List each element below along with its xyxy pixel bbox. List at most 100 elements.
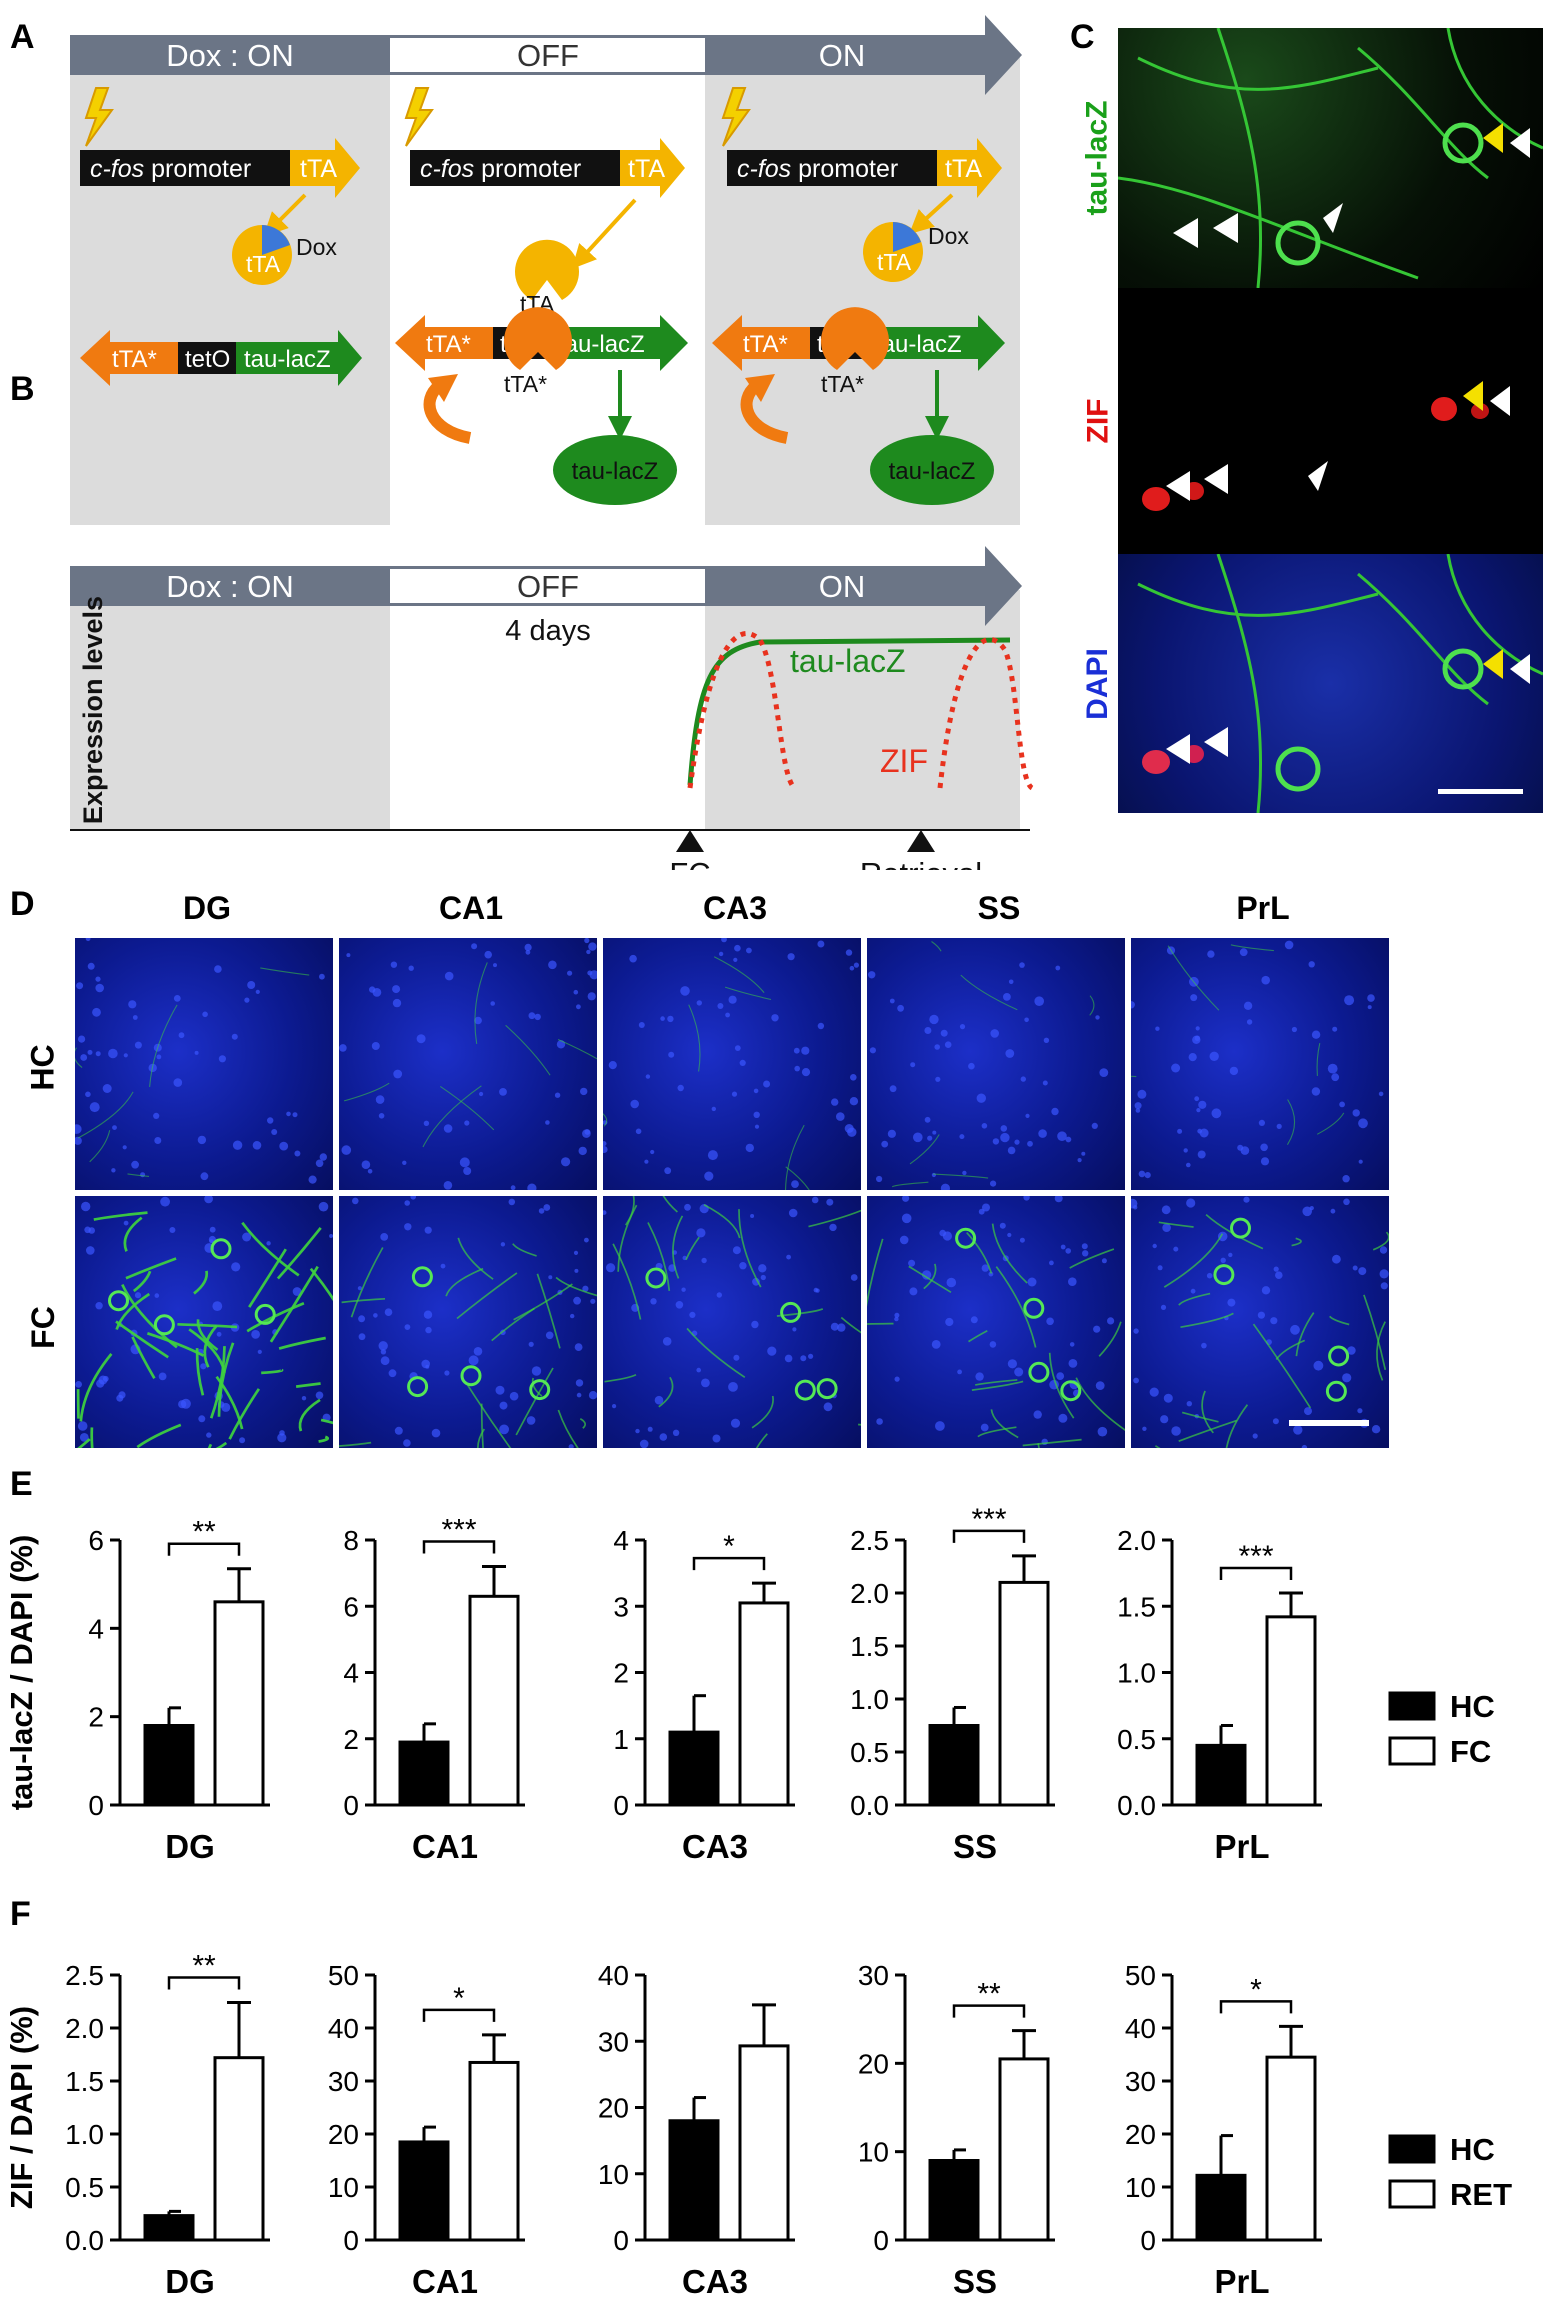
significance-bracket [952, 2004, 1026, 2018]
x-axis-label: CA3 [682, 1828, 748, 1865]
significance-stars: *** [441, 1514, 476, 1547]
chart-f-ca1: 0 10 20 30 40 50 * CA1 [328, 1960, 525, 2300]
y-tick-label: 20 [858, 2048, 889, 2079]
y-tick-label: 1.0 [850, 1684, 889, 1715]
bar-fc [1265, 1615, 1317, 1807]
bar-ret [998, 2057, 1050, 2242]
y-tick-label: 0 [873, 2225, 889, 2256]
fc-marker [676, 830, 704, 852]
y-tick-label: 1.5 [1117, 1591, 1156, 1622]
significance-stars: *** [1238, 1540, 1273, 1573]
y-tick-label: 30 [598, 2026, 629, 2057]
y-axis-label: ZIF / DAPI (%) [4, 2006, 39, 2209]
x-axis-label: DG [165, 1828, 215, 1865]
legend-label-hc: HC [1450, 1689, 1495, 1724]
svg-text:tTA: tTA [246, 251, 281, 277]
svg-text:tau-lacZ: tau-lacZ [572, 458, 659, 485]
svg-text:tTA: tTA [877, 249, 912, 275]
retrieval-label: Retrieval [860, 856, 982, 870]
y-tick-label: 2 [613, 1658, 629, 1689]
svg-text:tTA: tTA [945, 155, 982, 183]
bar-hc [668, 1730, 720, 1807]
region-headers: DG CA1 CA3 SS PrL [75, 890, 1395, 930]
region-header-prl: PrL [1236, 890, 1290, 926]
taulacz-image [1118, 28, 1543, 288]
phase-label-dox-on: Dox : ON [166, 38, 293, 73]
micrograph-fc-ss [867, 1196, 1125, 1448]
y-tick-label: 0 [343, 1790, 359, 1821]
significance-bracket [422, 2008, 496, 2022]
panel-label-f: F [10, 1895, 31, 1933]
micrograph-fc-ca1 [339, 1196, 597, 1448]
y-tick-label: 0.5 [1117, 1724, 1156, 1755]
y-tick-label: 2.5 [850, 1525, 889, 1556]
phase-label-off: OFF [517, 569, 579, 604]
dapi-image [1118, 554, 1543, 813]
y-tick-label: 2.0 [1117, 1525, 1156, 1556]
svg-text:tTA*: tTA* [743, 331, 788, 358]
y-tick-label: 6 [88, 1525, 104, 1556]
svg-text:Dox: Dox [928, 223, 969, 249]
x-axis-label: CA3 [682, 2263, 748, 2300]
y-tick-label: 1.0 [65, 2119, 104, 2150]
y-tick-label: 4 [88, 1613, 104, 1644]
dox-icon [262, 225, 290, 255]
micrograph-fc-dg [75, 1196, 333, 1448]
panel-a-diagram: Dox : ON OFF ON c-fos promoter tTA tTA D… [70, 15, 1022, 525]
bar-fc [468, 1594, 520, 1807]
scale-bar [1289, 1420, 1369, 1426]
micrograph-hc-ca1 [339, 938, 597, 1190]
legend-f: HC RET [1388, 2132, 1512, 2212]
significance-bracket [692, 1556, 766, 1571]
y-tick-label: 4 [613, 1525, 629, 1556]
y-tick-label: 3 [613, 1591, 629, 1622]
bar-hc [398, 1740, 450, 1807]
bar-hc [143, 1724, 195, 1807]
significance-stars: * [453, 1982, 465, 2015]
svg-text:tetO: tetO [185, 346, 230, 373]
significance-stars: ** [192, 1516, 216, 1549]
y-tick-label: 1.5 [850, 1631, 889, 1662]
chart-e-dg: 0 2 4 6 ** DG tau-lacZ / DAPI (%) [4, 1516, 270, 1865]
x-axis-label: PrL [1214, 1828, 1269, 1865]
phase-label-dox-on: Dox : ON [166, 569, 293, 604]
y-tick-label: 10 [328, 2172, 359, 2203]
lightning-icon [84, 87, 114, 147]
zif-curve-2 [937, 637, 1034, 791]
y-tick-label: 2.0 [850, 1578, 889, 1609]
y-tick-label: 0.5 [850, 1737, 889, 1768]
significance-bracket [1219, 1566, 1293, 1580]
bar-ret [1265, 2055, 1317, 2242]
legend-label-hc: HC [1450, 2132, 1495, 2167]
y-tick-label: 40 [598, 1960, 629, 1991]
row-label-fc: FC [24, 1306, 61, 1349]
phase-label-off: OFF [517, 38, 579, 73]
chart-e-ca3: 0 1 2 3 4 * CA3 [613, 1525, 795, 1865]
y-axis-label: tau-lacZ / DAPI (%) [4, 1535, 39, 1811]
chart-f-dg: 0.0 0.5 1.0 1.5 2.0 2.5 ** DG ZIF / DAPI (%) [4, 1950, 270, 2300]
svg-text:tTA*: tTA* [426, 331, 471, 358]
y-tick-label: 2.0 [65, 2013, 104, 2044]
panel-label-d: D [10, 885, 35, 923]
legend-swatch-hc [1388, 2134, 1436, 2164]
y-tick-label: 20 [1125, 2119, 1156, 2150]
micrograph-hc-ca3 [603, 938, 861, 1190]
legend-swatch-fc [1388, 1736, 1436, 1766]
micrograph-hc-dg [75, 938, 333, 1190]
significance-stars: *** [971, 1503, 1006, 1536]
y-tick-label: 50 [328, 1960, 359, 1991]
y-tick-label: 0 [88, 1790, 104, 1821]
y-tick-label: 0.0 [850, 1790, 889, 1821]
retrieval-marker [907, 830, 935, 852]
off-window [390, 38, 705, 72]
bar-hc [1195, 1743, 1247, 1807]
bar-ret [468, 2060, 520, 2242]
bar-fc [738, 1601, 790, 1807]
bar-hc [398, 2140, 450, 2242]
legend-swatch-hc [1388, 1691, 1436, 1721]
svg-text:c-fos promoter: c-fos promoter [420, 155, 581, 183]
y-tick-label: 0 [1140, 2225, 1156, 2256]
y-tick-label: 50 [1125, 1960, 1156, 1991]
chart-e-prl: 0.0 0.5 1.0 1.5 2.0 *** PrL [1117, 1525, 1322, 1865]
